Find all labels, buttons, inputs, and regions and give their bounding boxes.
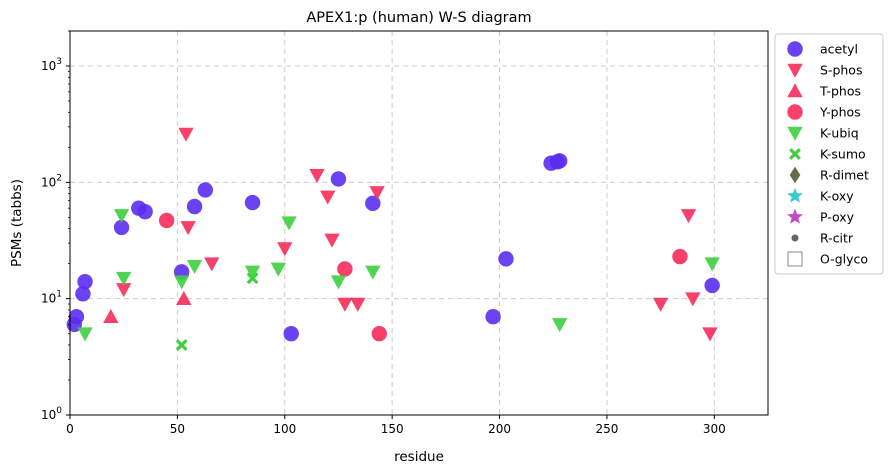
legend-label-y-phos: Y-phos <box>819 105 861 120</box>
y-axis: 100 101 102 103 <box>41 30 70 422</box>
point-acetyl <box>113 219 130 236</box>
x-tick-label: 250 <box>595 422 618 436</box>
point-k-ubiq <box>330 275 347 290</box>
y-tick-label: 100 <box>41 406 62 422</box>
point-s-phos <box>277 242 293 257</box>
point-acetyl <box>330 171 347 187</box>
point-s-phos <box>178 127 194 142</box>
legend-label-o-glyco: O-glyco <box>820 252 868 267</box>
legend-label-r-citr: R-citr <box>820 231 854 246</box>
legend-marker-y-phos <box>787 104 803 120</box>
point-t-phos <box>103 308 119 323</box>
point-k-sumo <box>175 339 188 351</box>
point-s-phos <box>320 190 336 205</box>
legend-marker-r-citr <box>791 234 799 242</box>
point-acetyl <box>137 203 153 220</box>
point-acetyl <box>68 308 85 325</box>
legend-label-k-oxy: K-oxy <box>820 189 854 204</box>
x-tick-label: 0 <box>66 422 74 436</box>
legend-marker-r-dimet <box>789 166 801 184</box>
point-t-phos <box>176 290 192 305</box>
legend-marker-k-sumo <box>789 148 801 160</box>
x-tick-label: 200 <box>488 422 511 436</box>
legend-marker-s-phos <box>787 63 803 78</box>
legend-label-k-ubiq: K-ubiq <box>820 126 859 141</box>
x-tick-label: 100 <box>273 422 296 436</box>
y-tick-label: 103 <box>41 57 62 73</box>
point-k-ubiq <box>551 318 568 333</box>
legend-label-t-phos: T-phos <box>819 84 861 99</box>
legend-label-r-dimet: R-dimet <box>820 168 869 183</box>
point-y-phos <box>158 212 175 229</box>
x-tick-label: 300 <box>703 422 726 436</box>
legend-label-acetyl: acetyl <box>820 42 858 57</box>
point-acetyl <box>186 198 203 215</box>
legend-label-k-sumo: K-sumo <box>820 147 866 162</box>
point-s-phos <box>702 327 718 342</box>
legend-marker-acetyl <box>787 41 803 57</box>
point-acetyl <box>551 153 568 169</box>
point-s-phos <box>115 283 132 298</box>
y-axis-label: PSMs (tabbs) <box>9 179 25 267</box>
point-y-phos <box>371 325 387 342</box>
point-acetyl <box>75 286 91 302</box>
point-s-phos <box>350 297 366 312</box>
point-acetyl <box>704 277 720 294</box>
legend-label-s-phos: S-phos <box>820 63 862 78</box>
point-acetyl <box>365 195 381 212</box>
point-y-phos <box>672 248 688 265</box>
point-acetyl <box>197 182 214 198</box>
point-s-phos <box>685 292 701 307</box>
point-s-phos <box>652 297 669 312</box>
point-k-sumo <box>246 272 259 285</box>
data-points <box>66 127 720 351</box>
point-k-ubiq <box>270 262 287 277</box>
point-k-ubiq <box>77 327 93 342</box>
point-s-phos <box>309 168 325 183</box>
x-tick-label: 50 <box>170 422 185 436</box>
point-k-ubiq <box>281 216 297 231</box>
point-y-phos <box>337 261 353 277</box>
point-s-phos <box>324 233 340 248</box>
legend-marker-o-glyco <box>787 251 803 267</box>
point-k-ubiq <box>704 257 720 272</box>
y-tick-label: 101 <box>41 290 62 306</box>
plot-frame <box>69 30 769 416</box>
point-k-ubiq <box>113 209 130 224</box>
chart-title: APEX1:p (human) W-S diagram <box>306 10 531 26</box>
point-k-ubiq <box>365 265 381 280</box>
legend-marker-k-ubiq <box>787 126 803 141</box>
point-k-ubiq <box>244 265 261 280</box>
grid <box>69 31 768 415</box>
legend-frame <box>774 33 884 275</box>
x-axis: 0 50 100 150 200 250 300 <box>66 415 726 436</box>
x-axis-label: residue <box>394 449 444 465</box>
point-acetyl <box>498 251 514 267</box>
point-acetyl <box>485 308 501 325</box>
legend-marker-k-oxy <box>787 187 803 203</box>
legend-marker-t-phos <box>787 83 803 98</box>
legend-marker-p-oxy <box>787 208 803 224</box>
legend: acetyl S-phos T-phos Y-phos K-ubiq K-sumo R-di… <box>774 33 884 275</box>
y-tick-label: 102 <box>41 173 62 189</box>
point-s-phos <box>204 257 220 272</box>
legend-label-p-oxy: P-oxy <box>820 210 855 225</box>
point-k-ubiq <box>186 259 203 274</box>
point-s-phos <box>180 221 196 236</box>
point-k-ubiq <box>115 271 132 286</box>
x-tick-label: 150 <box>381 422 404 436</box>
point-k-ubiq <box>173 275 190 290</box>
point-acetyl <box>244 194 261 211</box>
point-acetyl <box>283 325 299 342</box>
point-acetyl <box>77 273 93 290</box>
point-s-phos <box>680 209 697 224</box>
point-s-phos <box>337 297 353 312</box>
point-s-phos <box>369 186 385 201</box>
